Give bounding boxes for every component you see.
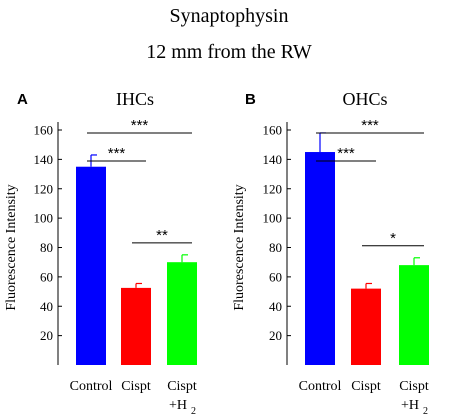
y-tick-label: 100	[263, 211, 283, 226]
y-tick-label: 40	[269, 299, 282, 314]
y-axis-label: Fluorescence Intensity	[4, 184, 19, 310]
panel-label: B	[245, 91, 256, 108]
significance-label: ***	[361, 117, 379, 134]
panel-label: A	[17, 91, 28, 108]
x-tick-label-line2: +H	[169, 398, 187, 413]
bar-0	[76, 166, 106, 365]
y-tick-label: 160	[34, 123, 54, 138]
panel-title: OHCs	[342, 89, 387, 109]
y-tick-label: 140	[263, 152, 283, 167]
panel-b: B OHCs 20 40 60 80 100 120 140 160 Fluorescence In…	[232, 89, 429, 417]
x-tick-label: Control	[70, 379, 113, 394]
panel-a: A IHCs 20 40 60 80 100 120 140 160 Fluorescence In…	[4, 89, 197, 417]
significance-label: **	[156, 227, 168, 244]
figure-title: Synaptophysin	[170, 5, 289, 27]
bar-2	[399, 265, 429, 365]
figure-subtitle: 12 mm from the RW	[146, 41, 312, 63]
y-axis-label: Fluorescence Intensity	[232, 184, 247, 310]
x-tick-label-subscript: 2	[191, 406, 196, 417]
y-tick-label: 120	[34, 181, 54, 196]
x-tick-label: Cispt	[167, 379, 197, 394]
x-tick-label: Control	[299, 379, 342, 394]
y-tick-label: 20	[269, 328, 282, 343]
x-tick-label: Cispt	[351, 379, 381, 394]
bar-1	[121, 287, 151, 365]
y-tick-label: 60	[40, 269, 53, 284]
y-tick-label: 20	[40, 328, 53, 343]
x-tick-label-subscript: 2	[423, 406, 428, 417]
y-tick-label: 40	[40, 299, 53, 314]
y-tick-label: 80	[40, 240, 53, 255]
significance-label: ***	[337, 145, 355, 162]
x-tick-label: Cispt	[399, 379, 429, 394]
panel-title: IHCs	[116, 89, 154, 109]
significance-label: *	[390, 230, 396, 247]
y-tick-label: 80	[269, 240, 282, 255]
bar-0	[305, 152, 335, 365]
x-tick-label-line2: +H	[401, 398, 419, 413]
y-tick-label: 140	[34, 152, 54, 167]
y-tick-label: 120	[263, 181, 283, 196]
bar-2	[167, 262, 197, 365]
y-tick-label: 60	[269, 269, 282, 284]
x-tick-label: Cispt	[121, 379, 151, 394]
bar-1	[351, 288, 381, 365]
y-tick-label: 100	[34, 211, 54, 226]
significance-label: ***	[131, 117, 149, 134]
significance-label: ***	[108, 145, 126, 162]
y-tick-label: 160	[263, 123, 283, 138]
